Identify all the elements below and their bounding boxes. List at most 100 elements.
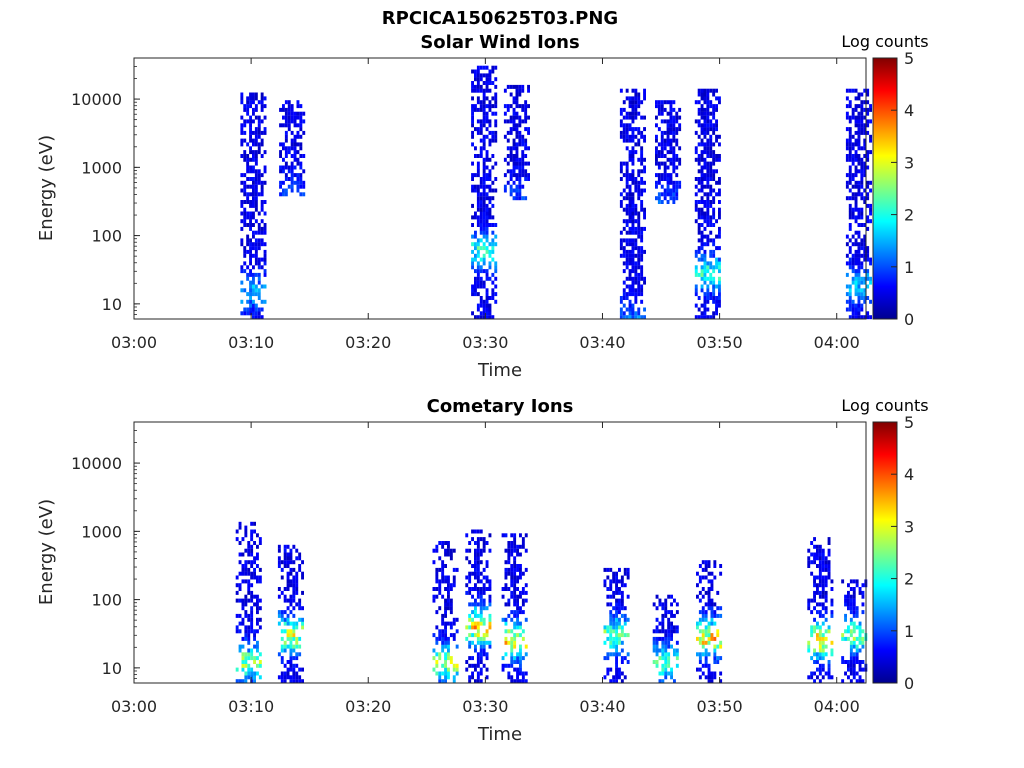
spectrogram-cell: [283, 610, 287, 615]
spectrogram-cell: [449, 625, 453, 630]
spectrogram-cell: [675, 115, 679, 120]
spectrogram-cell: [257, 127, 261, 132]
spectrogram-cell: [678, 146, 682, 151]
spectrogram-cell: [852, 656, 856, 661]
spectrogram-cell: [479, 123, 483, 128]
spectrogram-cell: [510, 640, 514, 645]
spectrogram-cell: [619, 230, 623, 235]
spectrogram-cell: [857, 311, 861, 316]
spectrogram-cell: [715, 257, 718, 262]
spectrogram-cell: [863, 292, 867, 297]
spectrogram-cell: [861, 667, 865, 672]
spectrogram-cell: [709, 119, 713, 124]
spectrogram-cell: [700, 207, 704, 212]
spectrogram-cell: [243, 219, 247, 224]
spectrogram-cell: [849, 617, 853, 622]
spectrogram-cell: [491, 230, 495, 235]
spectrogram-cell: [253, 660, 256, 664]
spectrogram-cell: [706, 173, 710, 178]
spectrogram-cell: [243, 119, 247, 124]
spectrogram-cell: [694, 253, 698, 258]
spectrogram-cell: [704, 602, 708, 607]
spectrogram-cell: [675, 119, 679, 124]
spectrogram-cell: [706, 142, 710, 147]
spectrogram-cell: [282, 188, 285, 193]
spectrogram-cell: [625, 169, 629, 174]
spectrogram-cell: [302, 169, 306, 174]
spectrogram-cell: [521, 544, 525, 549]
spectrogram-cell: [652, 648, 656, 653]
spectrogram-cell: [260, 226, 264, 231]
spectrogram-cell: [863, 200, 867, 204]
spectrogram-cell: [718, 234, 721, 239]
spectrogram-cell: [293, 134, 297, 139]
spectrogram-cell: [855, 648, 859, 653]
spectrogram-cell: [637, 188, 641, 193]
spectrogram-cell: [678, 180, 682, 185]
spectrogram-cell: [521, 134, 525, 139]
spectrogram-cell: [637, 100, 641, 105]
spectrogram-cell: [476, 292, 480, 297]
spectrogram-cell: [280, 590, 284, 595]
spectrogram-cell: [289, 548, 293, 553]
spectrogram-cell: [510, 552, 514, 557]
spectrogram-cell: [622, 246, 626, 251]
spectrogram-cell: [701, 560, 705, 565]
spectrogram-cell: [631, 265, 635, 270]
spectrogram-cell: [716, 644, 720, 649]
spectrogram-cell: [488, 276, 492, 281]
spectrogram-cell: [863, 169, 867, 174]
spectrogram-cell: [631, 88, 635, 93]
spectrogram-cell: [482, 142, 486, 147]
spectrogram-cell: [482, 104, 486, 109]
spectrogram-cell: [854, 142, 858, 147]
spectrogram-cell: [807, 648, 811, 653]
spectrogram-cell: [861, 640, 865, 645]
spectrogram-cell: [709, 111, 713, 116]
spectrogram-cell: [818, 679, 822, 684]
spectrogram-cell: [675, 640, 679, 645]
spectrogram-cell: [485, 315, 489, 320]
spectrogram-cell: [246, 142, 250, 147]
spectrogram-cell: [482, 575, 486, 580]
spectrogram-cell: [670, 636, 673, 641]
spectrogram-cell: [302, 111, 306, 116]
spectrogram-cell: [707, 671, 711, 676]
spectrogram-cell: [719, 571, 723, 576]
spectrogram-cell: [706, 127, 710, 132]
spectrogram-cell: [866, 215, 870, 220]
spectrogram-cell: [619, 253, 623, 258]
spectrogram-cell: [510, 648, 514, 653]
spectrogram-cell: [851, 276, 855, 281]
spectrogram-cell: [852, 590, 856, 595]
spectrogram-cell: [707, 640, 711, 645]
spectrogram-cell: [510, 590, 514, 595]
spectrogram-cell: [476, 246, 480, 251]
spectrogram-cell: [848, 288, 852, 293]
spectrogram-cell: [286, 617, 290, 622]
spectrogram-cell: [256, 594, 259, 599]
spectrogram-cell: [252, 276, 255, 281]
spectrogram-cell: [854, 276, 858, 281]
spectrogram-cell: [712, 276, 716, 281]
spectrogram-cell: [637, 211, 641, 216]
spectrogram-cell: [249, 253, 252, 258]
spectrogram-cell: [628, 200, 632, 204]
spectrogram-cell: [612, 613, 616, 618]
spectrogram-cell: [263, 226, 267, 231]
spectrogram-cell: [488, 579, 492, 584]
spectrogram-cell: [848, 142, 852, 147]
spectrogram-cell: [254, 292, 258, 297]
spectrogram-cell: [488, 119, 492, 124]
spectrogram-cell: [719, 606, 723, 611]
spectrogram-cell: [290, 173, 294, 178]
spectrogram-cell: [516, 594, 519, 599]
spectrogram-cell: [479, 610, 483, 615]
spectrogram-cell: [479, 303, 483, 308]
spectrogram-cell: [256, 602, 259, 607]
spectrogram-cell: [664, 660, 668, 664]
spectrogram-cell: [821, 552, 825, 557]
spectrogram-cell: [848, 238, 852, 243]
spectrogram-cell: [712, 154, 716, 158]
spectrogram-cell: [471, 602, 474, 607]
